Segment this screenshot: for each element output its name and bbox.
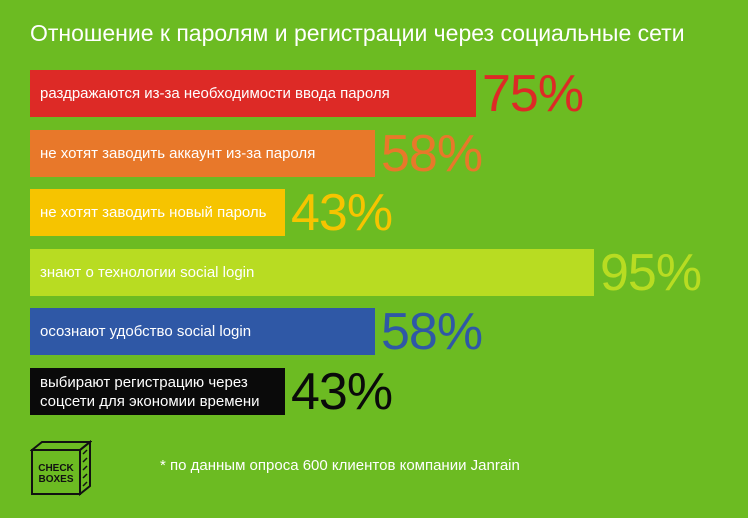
bar-5: осознают удобство social login [30,308,375,355]
footnote: * по данным опроса 600 клиентов компании… [160,457,520,474]
value-label-1: 75% [482,65,584,123]
bar-2: не хотят заводить аккаунт из-за пароля [30,130,375,177]
bar-label-3: не хотят заводить новый пароль [40,204,267,221]
bar-label-4: знают о технологии social login [40,264,255,281]
bar-4: знают о технологии social login [30,249,594,296]
bar-6: выбирают регистрацию через соцсети для э… [30,368,285,415]
logo-text-2: BOXES [38,474,73,485]
bar-label-1: раздражаются из-за необходимости ввода п… [40,85,390,102]
chart-title: Отношение к паролям и регистрации через … [30,20,685,46]
bar-1: раздражаются из-за необходимости ввода п… [30,70,476,117]
value-label-2: 58% [381,125,483,183]
value-label-4: 95% [600,244,702,302]
checkboxes-logo: CHECK BOXES [30,440,92,496]
bar-label-2: не хотят заводить аккаунт из-за пароля [40,145,316,162]
value-label-3: 43% [291,184,393,242]
value-label-5: 58% [381,303,483,361]
bar-3: не хотят заводить новый пароль [30,189,285,236]
bar-label-6: выбирают регистрацию через соцсети для э… [40,373,260,410]
logo-text-1: CHECK [38,463,74,474]
bar-label-5: осознают удобство social login [40,323,252,340]
value-label-6: 43% [291,363,393,421]
